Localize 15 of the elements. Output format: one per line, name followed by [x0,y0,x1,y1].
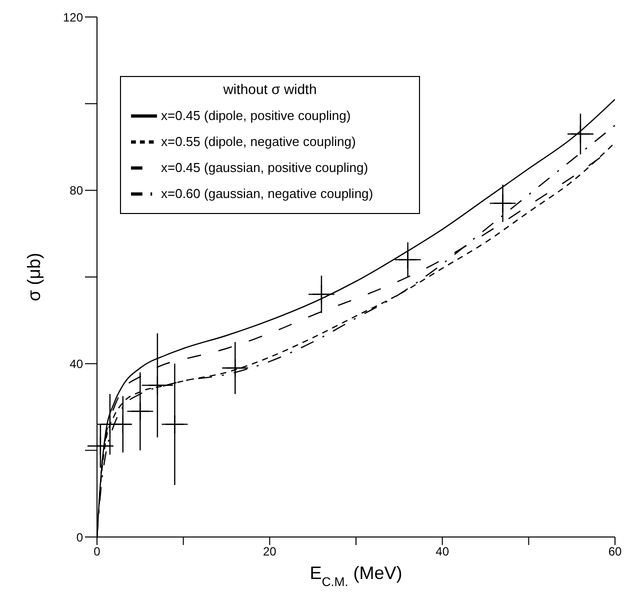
y-tick-label: 80 [70,184,84,198]
x-tick-label: 20 [262,544,277,559]
x-tick-label: 60 [608,544,622,559]
legend-title: without σ width [222,81,317,97]
x-axis-title: E$_{C.M.}$ (MeV) [310,563,402,589]
y-tick-label: 120 [62,10,84,24]
x-tick-label: 40 [436,544,450,559]
legend-label: x=0.60 (gaussian, negative coupling) [161,186,374,202]
y-tick-label: 40 [70,356,84,371]
legend-label: x=0.45 (dipole, positive coupling) [161,108,351,124]
legend-label: x=0.45 (gaussian, positive coupling) [161,160,368,176]
x-tick-label: 0 [94,544,101,559]
y-tick-label: 0 [76,530,84,544]
legend-label: x=0.55 (dipole, negative coupling) [161,134,356,150]
y-axis-title: σ (μb) [24,252,44,302]
